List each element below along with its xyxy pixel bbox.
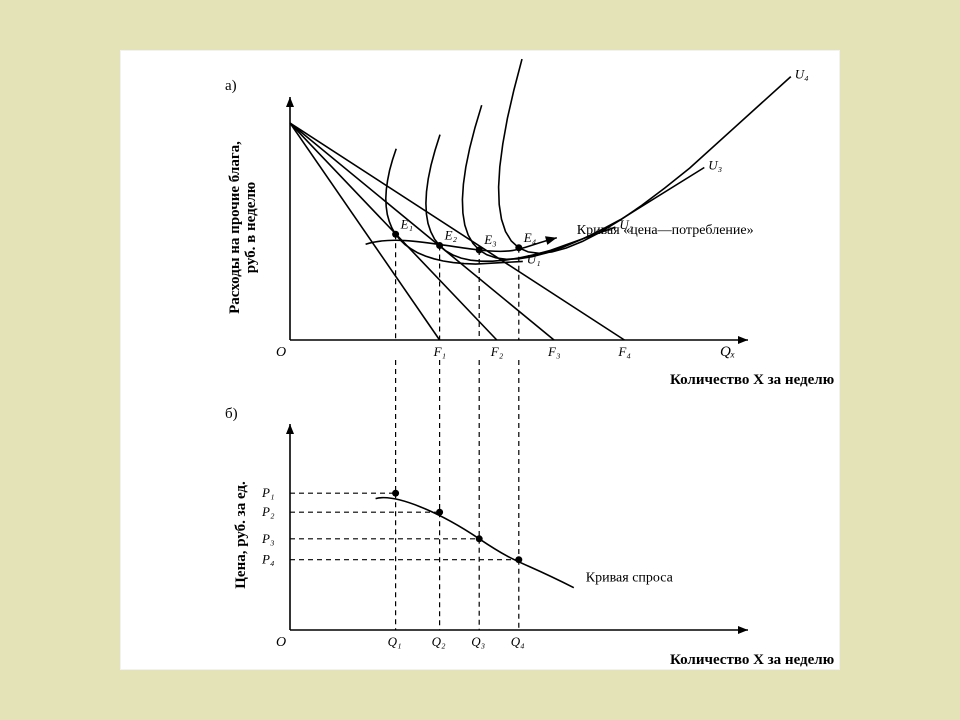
qty-label: Q₄ (511, 634, 525, 649)
demand-label: Кривая спроса (586, 571, 674, 586)
tangent-label: E₄ (523, 230, 537, 245)
indiff-label: U₃ (708, 157, 722, 172)
budget-line (290, 123, 624, 340)
qty-label: Q₂ (432, 634, 446, 649)
price-label: P₃ (261, 531, 274, 546)
price-label: P₁ (261, 485, 274, 500)
qx-symbol: Qₓ (720, 344, 735, 360)
tangent-label: E₃ (483, 232, 496, 247)
budget-foot-label: F₃ (547, 344, 560, 359)
bottom-plot: б) O Цена, руб. за ед. Количество X за неде… (225, 406, 834, 668)
tangent-label: E₁ (400, 216, 413, 231)
indiff-label: U₄ (795, 67, 809, 82)
budget-foot-label: F₄ (617, 344, 631, 359)
x-axis-label-bottom: Количество X за неделю (670, 652, 834, 668)
budget-foot-label: F₁ (433, 344, 446, 359)
qty-label: Q₃ (471, 634, 485, 649)
price-label: P₂ (261, 504, 275, 519)
x-axis-label-top: Количество X за неделю (670, 372, 834, 388)
origin-label: O (276, 345, 286, 360)
budget-foot-label: F₂ (490, 344, 504, 359)
figure-panel: а) O Расходы на прочие блага,руб. в неделю… (120, 50, 840, 670)
qty-label: Q₁ (388, 634, 402, 649)
demand-curve (376, 498, 574, 588)
panel-label-b: б) (225, 406, 238, 422)
price-label: P₄ (261, 552, 275, 567)
y-axis-label-bottom: Цена, руб. за ед. (233, 481, 249, 589)
origin-label-b: O (276, 635, 286, 650)
tangent-label: E₂ (444, 228, 458, 243)
pcc-label: Кривая «цена—потребление» (577, 223, 754, 238)
panel-label-a: а) (225, 78, 237, 94)
y-axis-label-top: Расходы на прочие блага,руб. в неделю (227, 141, 259, 314)
budget-line (290, 123, 554, 340)
top-plot: а) O Расходы на прочие блага,руб. в неделю… (225, 59, 834, 388)
budget-line (290, 123, 440, 340)
